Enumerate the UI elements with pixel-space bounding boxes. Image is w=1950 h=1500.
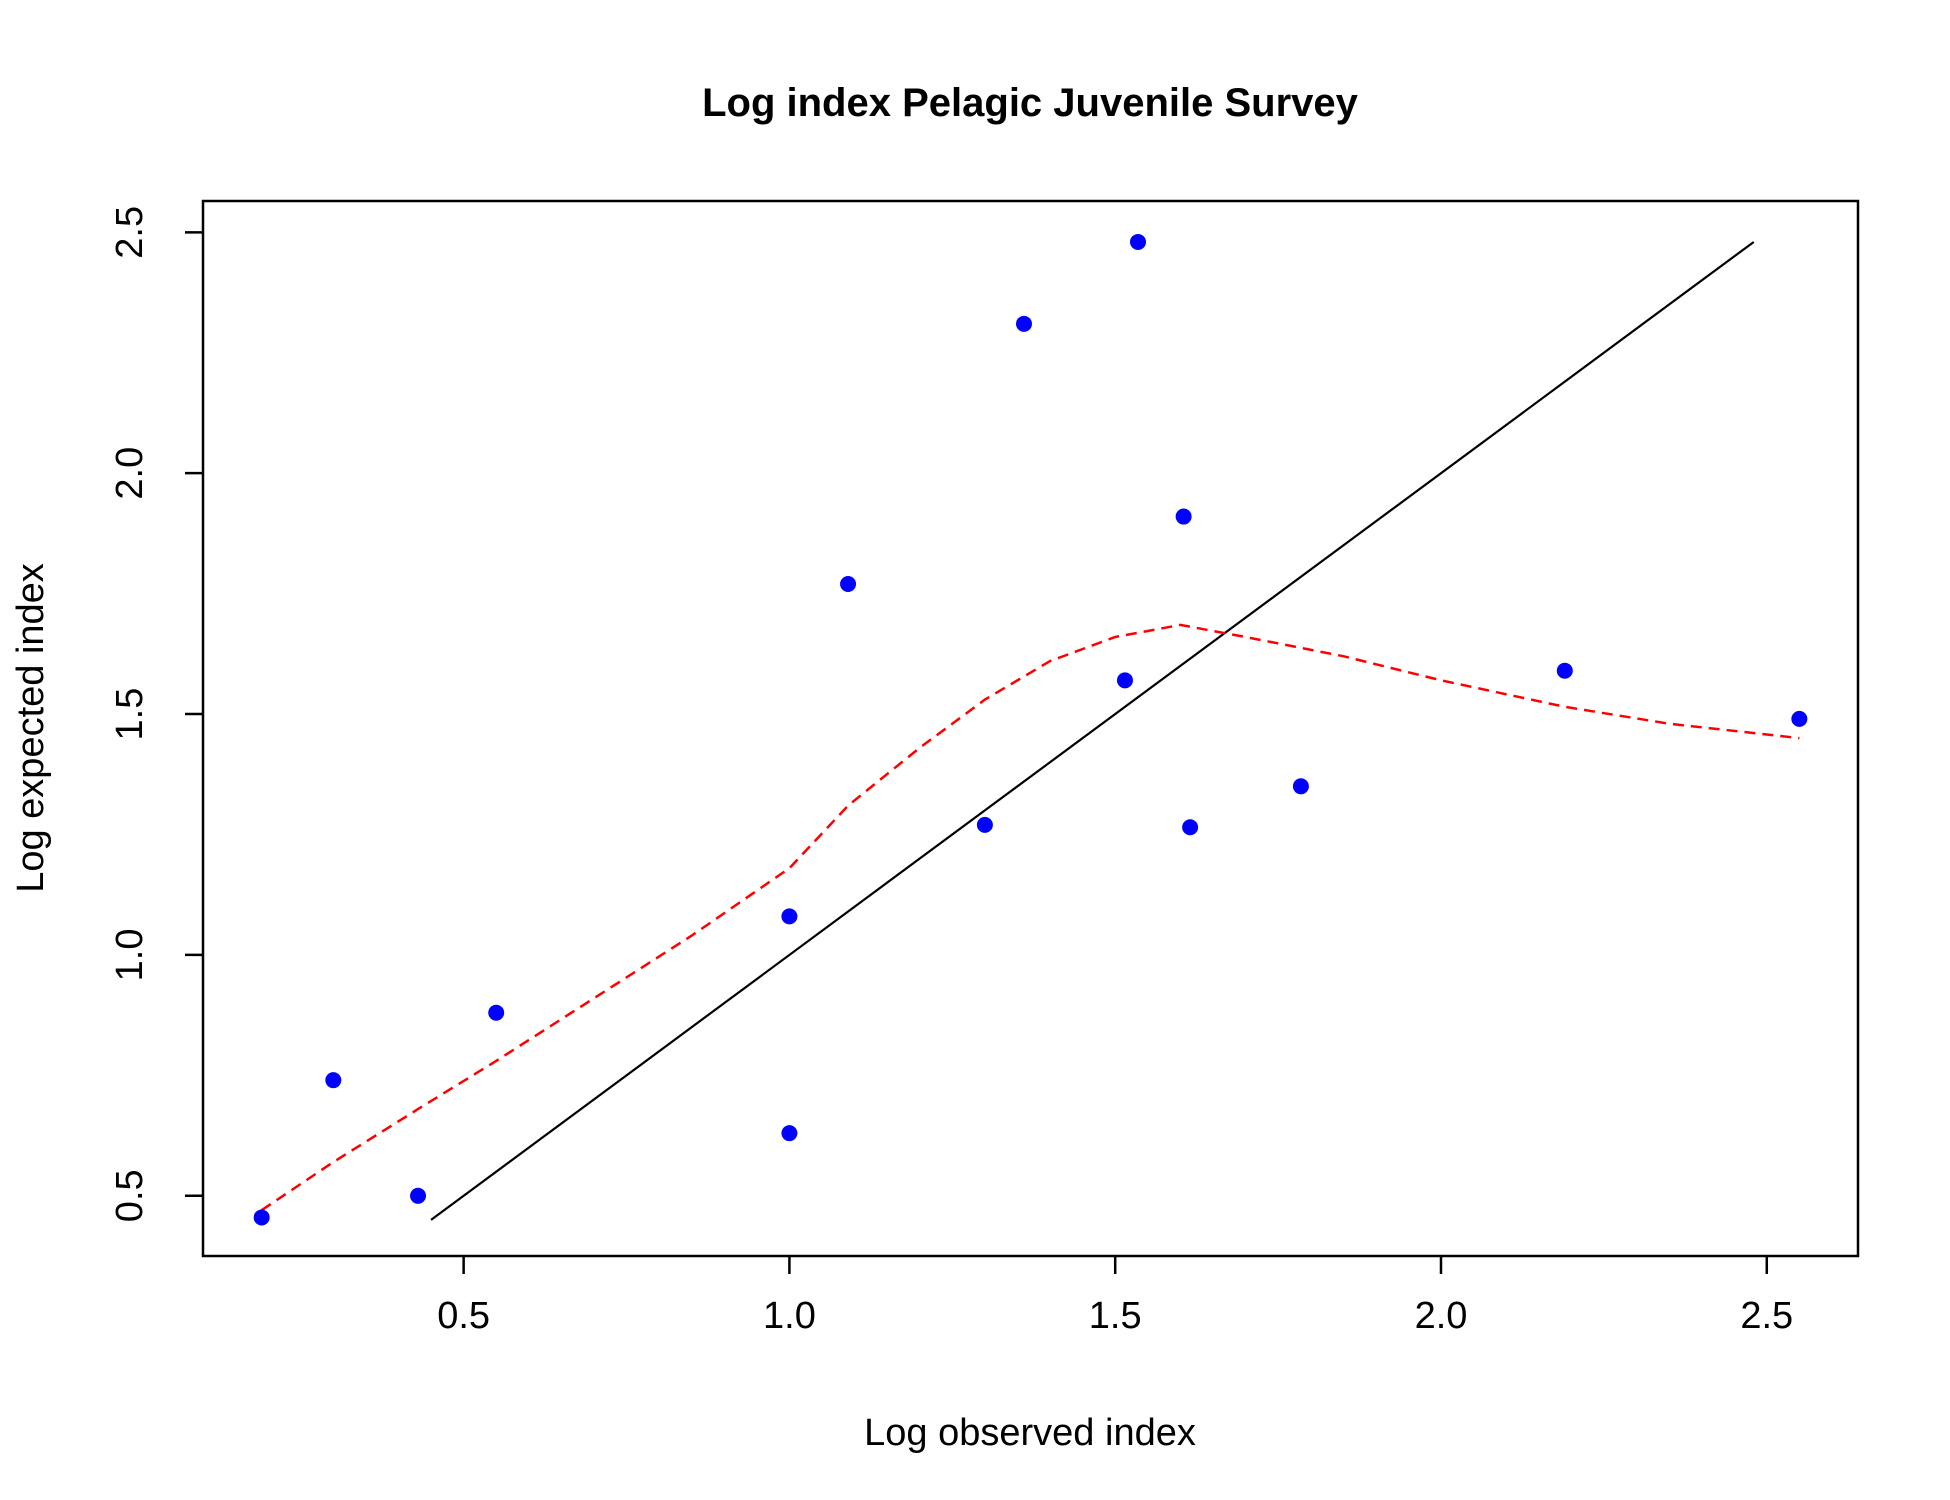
data-point-11 bbox=[1130, 233, 1147, 250]
y-tick-label-3: 1.5 bbox=[109, 688, 151, 741]
data-point-2 bbox=[325, 1072, 342, 1089]
y-tick-label-5: 2.5 bbox=[109, 206, 151, 259]
y-tick-label-2: 1.0 bbox=[109, 929, 151, 982]
x-axis-label: Log observed index bbox=[864, 1412, 1196, 1454]
data-point-16 bbox=[1791, 710, 1808, 727]
reference-line bbox=[430, 241, 1755, 1221]
axes: 0.5 1.0 1.5 2.0 2.5 0.5 1.0 1.5 2.0 2.5 bbox=[109, 206, 1793, 1337]
data-point-12 bbox=[1175, 508, 1192, 525]
data-point-4 bbox=[488, 1004, 505, 1021]
data-point-13 bbox=[1182, 819, 1199, 836]
plot-frame bbox=[201, 199, 1860, 1258]
data-point-6 bbox=[781, 908, 798, 925]
data-point-3 bbox=[410, 1187, 427, 1204]
chart-title: Log index Pelagic Juvenile Survey bbox=[702, 81, 1359, 125]
data-point-10 bbox=[1116, 672, 1133, 689]
data-point-14 bbox=[1292, 778, 1309, 795]
data-point-9 bbox=[1015, 315, 1032, 332]
x-tick-label-4: 2.0 bbox=[1415, 1295, 1468, 1337]
y-axis-label: Log expected index bbox=[10, 563, 52, 893]
x-tick-label-5: 2.5 bbox=[1740, 1295, 1793, 1337]
x-tick-label-1: 0.5 bbox=[437, 1295, 490, 1337]
data-point-5 bbox=[781, 1125, 798, 1142]
data-point-8 bbox=[976, 816, 993, 833]
x-tick-label-2: 1.0 bbox=[763, 1295, 816, 1337]
y-tick-label-4: 2.0 bbox=[109, 447, 151, 500]
y-tick-label-1: 0.5 bbox=[109, 1169, 151, 1222]
plot-marks bbox=[253, 233, 1808, 1226]
data-point-15 bbox=[1556, 662, 1573, 679]
data-point-7 bbox=[840, 575, 857, 592]
x-tick-label-3: 1.5 bbox=[1089, 1295, 1142, 1337]
smooth-trend-line bbox=[260, 623, 1800, 1212]
data-point-1 bbox=[253, 1209, 270, 1226]
